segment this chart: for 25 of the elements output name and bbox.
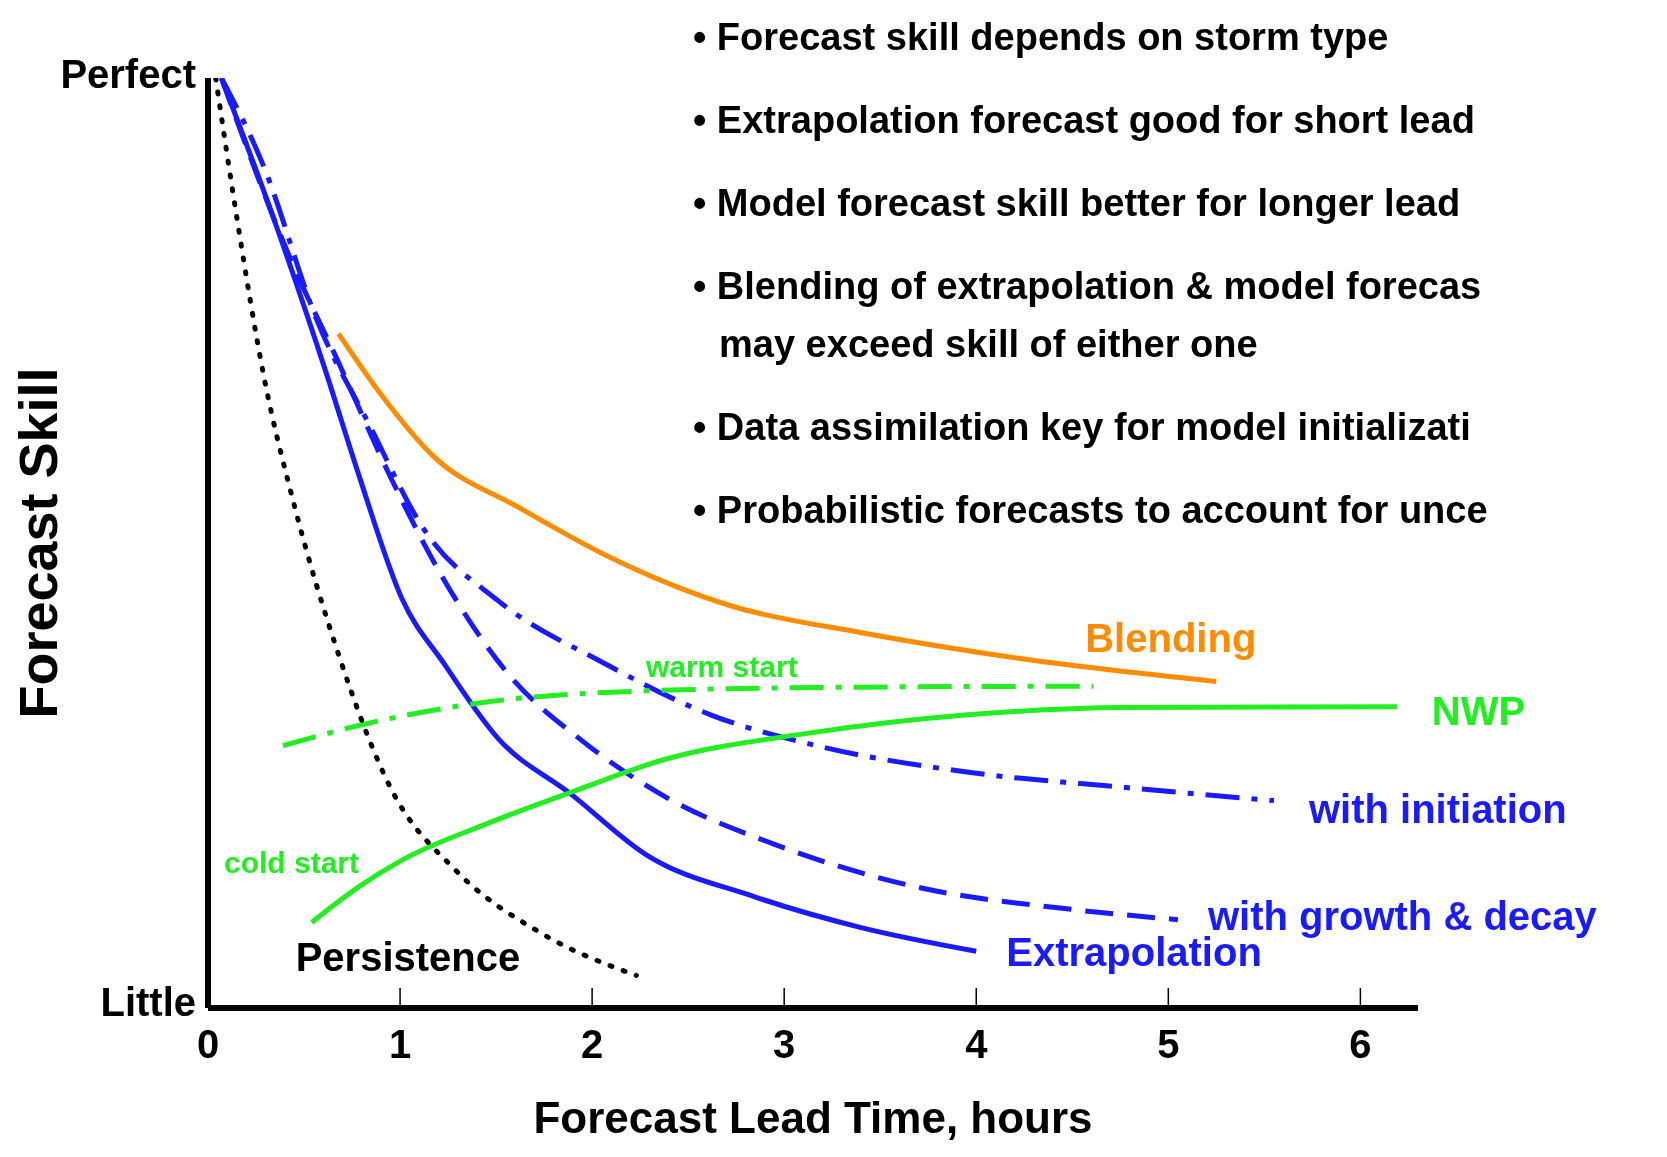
y-axis-title: Forecast Skill <box>8 367 69 719</box>
text: Little <box>100 980 196 1025</box>
x-tick-label: 6 <box>1349 1022 1372 1067</box>
series-label: Blending <box>1085 616 1257 661</box>
x-tick-label: 3 <box>773 1022 796 1067</box>
x-tick-label: 0 <box>196 1022 220 1067</box>
x-tick-label: 2 <box>581 1022 604 1067</box>
series-label: warm start <box>644 649 798 683</box>
annotation: • Model forecast skill better for longer lead <box>693 181 1462 226</box>
text: • Forecast skill depends on storm type <box>693 15 1390 60</box>
annotation: cold start <box>224 846 360 880</box>
series-label: NWP <box>1431 689 1526 734</box>
x-axis-title: Forecast Lead Time, hours <box>533 1093 1093 1142</box>
x-tick-label: 4 <box>965 1022 989 1067</box>
x-tick-label: 1 <box>388 1022 412 1067</box>
annotation: • Probabilistic forecasts to account for unce <box>693 488 1489 533</box>
annotation: • Data assimilation key for model initializati <box>693 405 1472 450</box>
series-label: Persistence <box>295 935 521 980</box>
series-label: Extrapolation <box>1006 929 1262 974</box>
series-label: with initiation <box>1307 787 1567 832</box>
annotation: • Blending of extrapolation & model forecas <box>693 264 1483 309</box>
annotation: may exceed skill of either one <box>718 322 1259 367</box>
text: Perfect <box>60 52 196 97</box>
x-tick-label: 5 <box>1157 1022 1180 1067</box>
annotation: • Extrapolation forecast good for short lead <box>693 98 1476 143</box>
